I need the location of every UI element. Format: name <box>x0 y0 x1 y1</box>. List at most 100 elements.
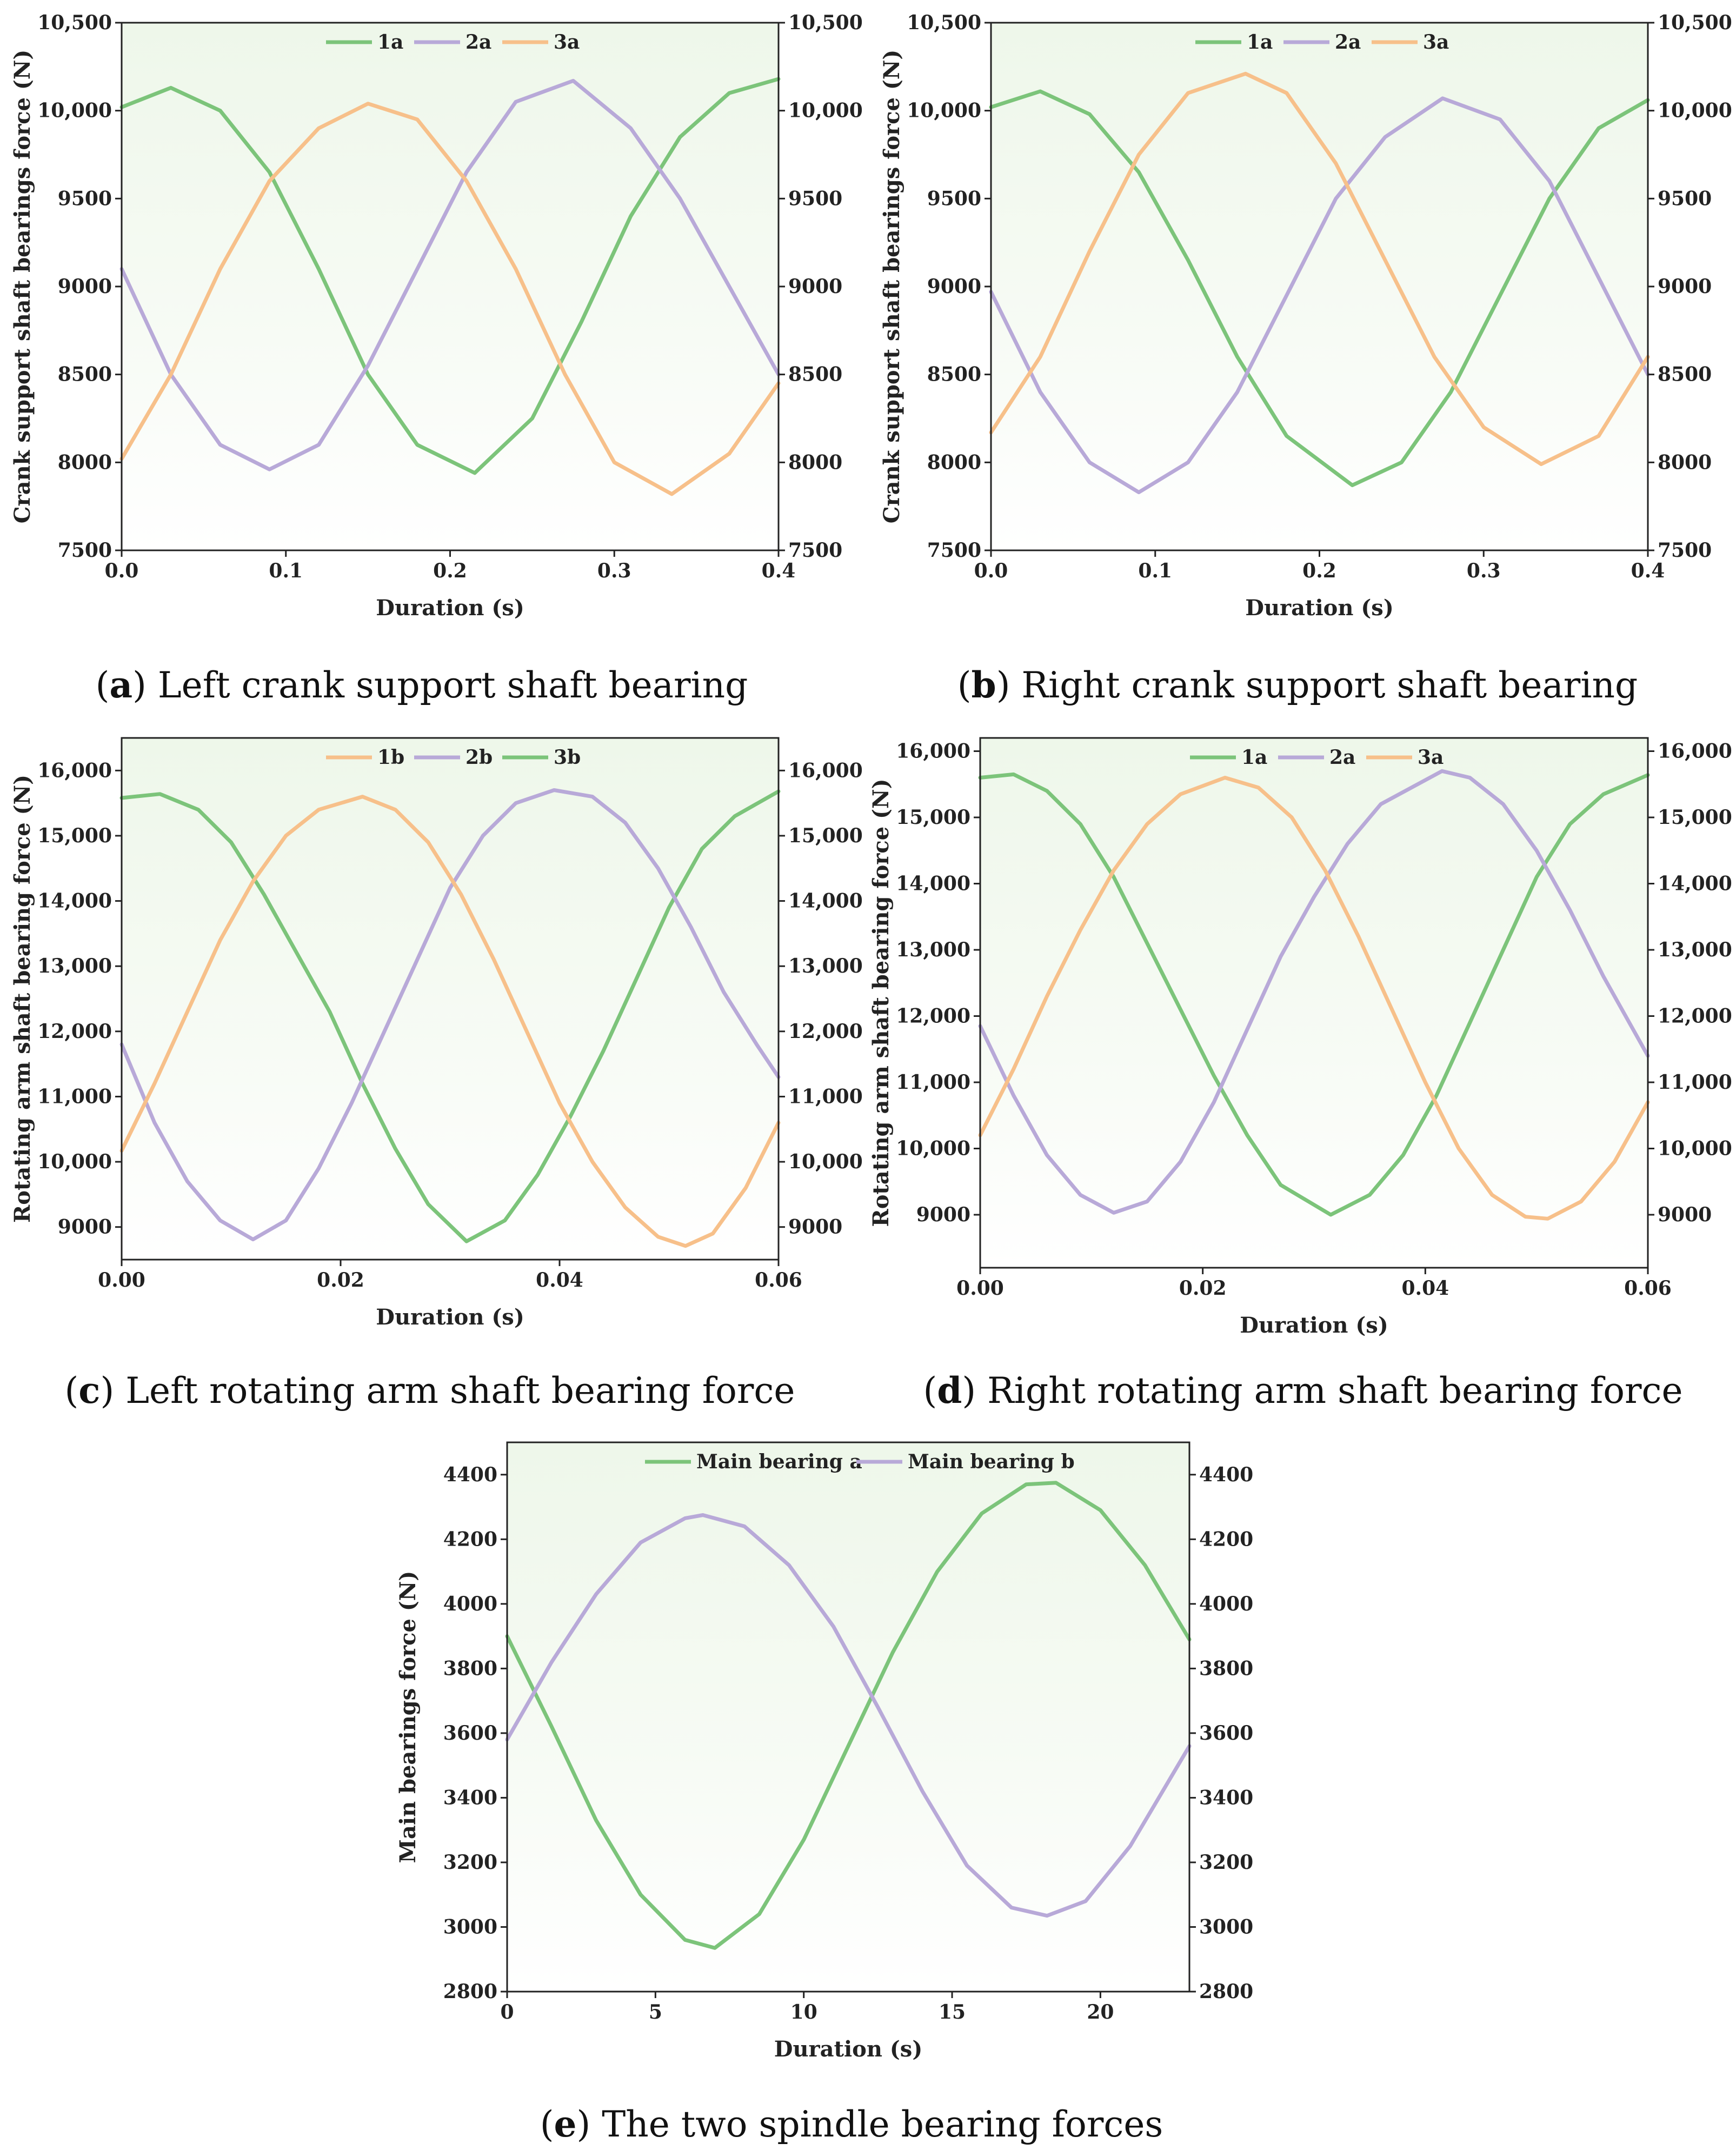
plot-background <box>991 23 1648 550</box>
caption-c: (c) Left rotating arm shaft bearing forc… <box>65 1369 795 1412</box>
y-axis-title: Rotating arm shaft bearing force (N) <box>10 775 35 1223</box>
legend-label: 2a <box>465 31 491 54</box>
y-tick-label-left: 11,000 <box>896 1071 970 1094</box>
series-line-3a <box>989 71 1650 467</box>
x-tick-label: 0.2 <box>433 560 467 582</box>
y-tick-label-left: 13,000 <box>37 955 112 977</box>
x-tick-label: 0.00 <box>956 1277 1004 1300</box>
y-tick-label-left: 8000 <box>58 451 112 474</box>
x-tick-label: 0.0 <box>105 560 139 582</box>
caption-e-letter: e <box>554 2103 576 2145</box>
legend-label: 2a <box>1329 746 1355 769</box>
caption-d-letter: d <box>937 1369 962 1412</box>
y-tick-label-right: 15,000 <box>788 824 863 847</box>
y-axis-title: Crank support shaft bearings force (N) <box>10 50 35 524</box>
y-tick-label-left: 4000 <box>443 1593 497 1615</box>
caption-b-letter: b <box>972 664 996 706</box>
y-tick-label-left: 10,500 <box>37 11 112 34</box>
legend-label: Main bearing a <box>696 1450 862 1473</box>
legend-label: 1a <box>1241 746 1267 769</box>
x-tick-label: 0.0 <box>974 560 1008 582</box>
y-tick-label-right: 7500 <box>1658 539 1712 562</box>
x-tick-label: 0.06 <box>755 1269 802 1292</box>
y-tick-label-left: 7500 <box>58 539 112 562</box>
x-axis-title: Duration (s) <box>376 1304 524 1330</box>
legend-label: 1a <box>377 31 403 54</box>
y-tick-label-left: 7500 <box>927 539 981 562</box>
y-tick-label-right: 10,000 <box>1658 99 1732 122</box>
y-tick-label-right: 12,000 <box>788 1020 863 1043</box>
y-tick-label-right: 8000 <box>1658 451 1712 474</box>
plot-background <box>980 738 1648 1268</box>
y-tick-label-left: 9500 <box>927 187 981 210</box>
x-tick-label: 5 <box>649 2001 662 2023</box>
y-tick-label-right: 10,000 <box>788 99 863 122</box>
y-tick-label-right: 12,000 <box>1658 1005 1732 1028</box>
x-tick-label: 0.00 <box>98 1269 145 1292</box>
chart-panel-e: 0 5 10 15 20 2800 2800 3000 3000 3200 3200 3400 3400… <box>395 1441 1253 2062</box>
y-tick-label-left: 14,000 <box>896 873 970 895</box>
y-tick-label-right: 3600 <box>1199 1722 1253 1745</box>
series-line-2a <box>978 769 1650 1215</box>
legend-label: 2a <box>1335 31 1361 54</box>
legend-label: 1a <box>1247 31 1273 54</box>
plot-background <box>507 1442 1189 1992</box>
x-tick-label: 0.1 <box>1138 560 1172 582</box>
plot-frame <box>979 737 1649 1269</box>
legend-label: 2b <box>465 746 493 769</box>
y-tick-label-left: 3800 <box>443 1657 497 1680</box>
y-tick-label-left: 12,000 <box>896 1005 970 1028</box>
y-tick-label-left: 3400 <box>443 1786 497 1809</box>
y-tick-label-right: 8500 <box>788 363 842 386</box>
plot-frame <box>121 737 780 1261</box>
y-tick-label-right: 8000 <box>788 451 842 474</box>
y-tick-label-left: 12,000 <box>37 1020 112 1043</box>
y-tick-label-left: 3200 <box>443 1851 497 1874</box>
y-tick-label-left: 11,000 <box>37 1085 112 1108</box>
y-tick-label-left: 9000 <box>916 1203 970 1226</box>
y-tick-label-right: 4000 <box>1199 1593 1253 1615</box>
series-line-main-bearing-b <box>505 1513 1192 1918</box>
y-tick-label-right: 13,000 <box>788 955 863 977</box>
y-tick-label-left: 9000 <box>58 1216 112 1239</box>
legend-label: 3a <box>554 31 580 54</box>
chart-panel-d: 0.00 0.02 0.04 0.06 9000 9000 10,000 10,000 11,0… <box>868 737 1732 1338</box>
series-line-1b <box>119 795 781 1248</box>
series-line-main-bearing-a <box>505 1481 1192 1950</box>
x-tick-label: 20 <box>1087 2001 1114 2023</box>
y-tick-label-right: 2800 <box>1199 1980 1253 2003</box>
y-tick-label-left: 9500 <box>58 187 112 210</box>
y-tick-label-right: 8500 <box>1658 363 1712 386</box>
x-axis-title: Duration (s) <box>1245 595 1394 621</box>
y-tick-label-right: 11,000 <box>788 1085 863 1108</box>
y-axis-title: Rotating arm shaft bearing force (N) <box>868 778 894 1227</box>
series-line-2a <box>989 96 1650 495</box>
y-tick-label-left: 4200 <box>443 1528 497 1550</box>
caption-c-letter: c <box>78 1369 100 1412</box>
y-tick-label-right: 7500 <box>788 539 842 562</box>
x-tick-label: 15 <box>939 2001 966 2023</box>
x-tick-label: 0.4 <box>1631 560 1665 582</box>
y-tick-label-right: 10,000 <box>1658 1137 1732 1160</box>
y-tick-label-left: 10,000 <box>907 99 981 122</box>
x-tick-label: 0.3 <box>1467 560 1501 582</box>
x-tick-label: 0.3 <box>597 560 631 582</box>
x-tick-label: 0.02 <box>1179 1277 1227 1300</box>
y-tick-label-left: 8000 <box>927 451 981 474</box>
series-line-2b <box>119 788 781 1242</box>
chart-panel-c: 0.00 0.02 0.04 0.06 9000 9000 10,000 10,000 11,0… <box>10 737 863 1330</box>
x-axis-title: Duration (s) <box>376 595 524 621</box>
y-tick-label-right: 11,000 <box>1658 1071 1732 1094</box>
y-tick-label-right: 10,000 <box>788 1150 863 1173</box>
caption-b-text: Right crank support shaft bearing <box>1010 664 1638 706</box>
x-tick-label: 0.04 <box>536 1269 583 1292</box>
series-line-1a <box>989 89 1650 488</box>
caption-a-text: Left crank support shaft bearing <box>147 664 748 706</box>
x-tick-label: 10 <box>790 2001 817 2023</box>
x-tick-label: 0.1 <box>269 560 303 582</box>
caption-c-text: Left rotating arm shaft bearing force <box>114 1370 795 1412</box>
series-line-1a <box>119 77 781 475</box>
plot-background <box>122 23 779 550</box>
